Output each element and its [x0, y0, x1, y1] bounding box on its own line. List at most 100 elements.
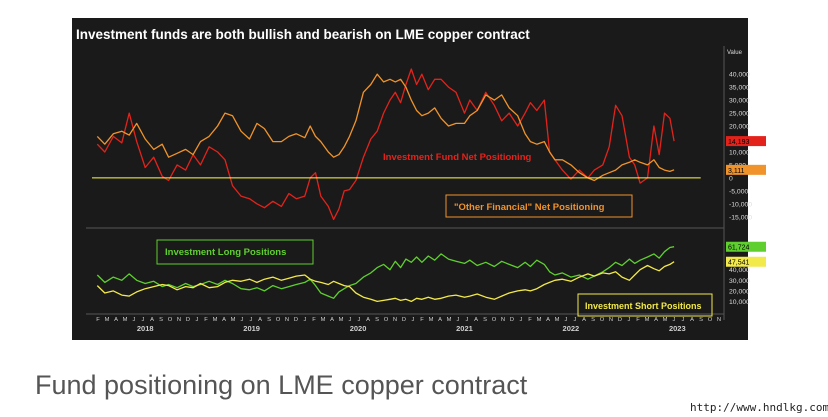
- x-month-label: J: [457, 317, 460, 323]
- x-month-label: O: [708, 317, 713, 323]
- y-tick-label: 10,000: [729, 299, 750, 306]
- series-line-0: [96, 246, 675, 299]
- x-month-label: M: [213, 317, 218, 323]
- x-month-label: J: [520, 317, 523, 323]
- x-month-label: J: [682, 317, 685, 323]
- legend-fund-net: Investment Fund Net Positioning: [383, 152, 532, 163]
- y-tick-label: 40,000: [729, 72, 750, 79]
- y-tick-label: 40,000: [729, 267, 750, 274]
- x-month-label: J: [241, 317, 244, 323]
- x-month-label: A: [258, 317, 262, 323]
- x-month-label: N: [501, 317, 505, 323]
- legend-short-box: [577, 293, 713, 317]
- x-month-label: A: [690, 317, 694, 323]
- x-month-label: N: [609, 317, 613, 323]
- x-month-label: M: [663, 317, 668, 323]
- x-month-label: A: [222, 317, 226, 323]
- y-tick-label: 35,000: [729, 85, 750, 92]
- series-line-0: [96, 68, 675, 221]
- x-month-label: A: [654, 317, 658, 323]
- value-badge-bg: [726, 164, 766, 175]
- x-month-label: J: [673, 317, 676, 323]
- x-month-label: M: [645, 317, 650, 323]
- x-month-label: A: [114, 317, 118, 323]
- x-month-label: O: [276, 317, 281, 323]
- top-axis-label: Value: [727, 50, 743, 56]
- x-month-label: F: [204, 317, 208, 323]
- x-year-label: 2020: [350, 324, 367, 333]
- x-month-label: D: [510, 317, 514, 323]
- x-year-label: 2023: [669, 324, 686, 333]
- x-month-label: O: [168, 317, 173, 323]
- x-month-label: S: [159, 317, 163, 323]
- x-month-label: J: [628, 317, 631, 323]
- y-tick-label: 0: [729, 175, 733, 182]
- x-month-label: M: [105, 317, 110, 323]
- value-badge-bg: [726, 136, 766, 147]
- x-year-label: 2022: [563, 324, 580, 333]
- x-month-label: A: [366, 317, 370, 323]
- x-month-label: J: [250, 317, 253, 323]
- x-month-label: F: [96, 317, 100, 323]
- legend-other-financial-box: [445, 194, 633, 218]
- x-month-label: A: [546, 317, 550, 323]
- x-month-label: F: [420, 317, 424, 323]
- x-month-label: J: [133, 317, 136, 323]
- value-badge-bg: [726, 241, 766, 252]
- x-month-label: F: [528, 317, 532, 323]
- x-month-label: A: [330, 317, 334, 323]
- x-month-label: D: [186, 317, 190, 323]
- x-month-label: S: [483, 317, 487, 323]
- y-tick-label: 10,000: [729, 149, 750, 156]
- x-month-label: M: [321, 317, 326, 323]
- x-month-label: N: [393, 317, 397, 323]
- x-month-label: S: [591, 317, 595, 323]
- y-tick-label: -5,000: [729, 188, 748, 195]
- value-badge-bg: [726, 256, 766, 267]
- y-tick-label: 20,000: [729, 288, 750, 295]
- y-tick-label: 30,000: [729, 98, 750, 105]
- x-month-label: S: [699, 317, 703, 323]
- y-tick-label: 30,000: [729, 278, 750, 285]
- x-month-label: S: [267, 317, 271, 323]
- y-tick-label: 20,000: [729, 124, 750, 131]
- x-year-label: 2018: [137, 324, 154, 333]
- x-month-label: A: [474, 317, 478, 323]
- x-month-label: O: [492, 317, 497, 323]
- x-month-label: N: [285, 317, 289, 323]
- x-month-label: A: [438, 317, 442, 323]
- x-month-label: N: [717, 317, 721, 323]
- x-year-label: 2019: [243, 324, 260, 333]
- value-badge-label: 3,111: [728, 168, 745, 175]
- x-month-label: M: [231, 317, 236, 323]
- x-month-label: A: [582, 317, 586, 323]
- value-badge-label: 14,193: [728, 139, 750, 146]
- x-month-label: O: [600, 317, 605, 323]
- x-month-label: J: [358, 317, 361, 323]
- y-tick-label: -10,000: [729, 201, 752, 208]
- value-badge-label: 61,724: [728, 245, 750, 252]
- x-month-label: J: [196, 317, 199, 323]
- x-month-label: J: [142, 317, 145, 323]
- series-line-1: [96, 261, 675, 303]
- x-month-label: A: [150, 317, 154, 323]
- legend-long-box: [156, 239, 314, 265]
- x-month-label: M: [537, 317, 542, 323]
- x-month-label: M: [555, 317, 560, 323]
- watermark: http://www.hndlkg.com: [690, 401, 828, 414]
- x-month-label: F: [636, 317, 640, 323]
- legend-short: Investment Short Positions: [585, 301, 702, 311]
- value-badge-label: 47,541: [728, 260, 750, 267]
- x-month-label: M: [123, 317, 128, 323]
- legend-other-financial: "Other Financial" Net Positioning: [454, 202, 605, 213]
- x-month-label: D: [294, 317, 298, 323]
- x-month-label: M: [429, 317, 434, 323]
- x-month-label: J: [349, 317, 352, 323]
- x-month-label: J: [466, 317, 469, 323]
- y-tick-label: 25,000: [729, 111, 750, 118]
- x-month-label: D: [618, 317, 622, 323]
- x-month-label: J: [304, 317, 307, 323]
- x-month-label: D: [402, 317, 406, 323]
- x-month-label: J: [565, 317, 568, 323]
